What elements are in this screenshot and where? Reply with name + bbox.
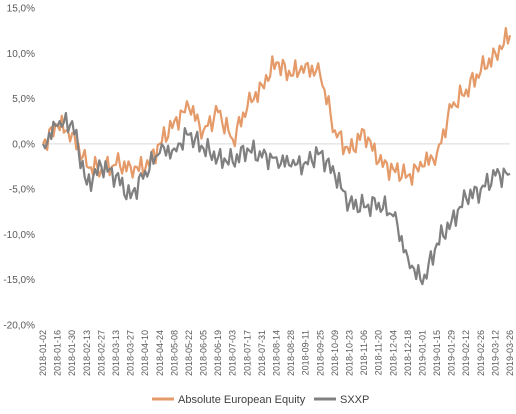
x-tick-label: 2018-06-19 <box>213 330 223 376</box>
x-tick-label: 2019-02-26 <box>476 330 486 376</box>
x-tick-label: 2018-05-22 <box>184 330 194 376</box>
x-tick-label: 2019-01-15 <box>432 330 442 376</box>
legend: Absolute European Equity SXXP <box>152 394 369 406</box>
y-tick-label: 15,0% <box>7 4 35 15</box>
series-line-absolute-european-equity <box>42 26 512 186</box>
x-tick-label: 2018-05-08 <box>169 330 179 376</box>
x-tick-label: 2018-07-03 <box>228 330 238 376</box>
y-tick-label: -5,0% <box>9 185 35 196</box>
x-tick-label: 2018-11-20 <box>374 330 384 375</box>
x-tick-label: 2018-12-18 <box>403 330 413 376</box>
x-tick-label: 2018-03-13 <box>111 330 121 376</box>
x-tick-label: 2018-12-04 <box>388 330 398 376</box>
x-tick-label: 2018-11-06 <box>359 330 369 375</box>
x-tick-label: 2018-08-14 <box>272 330 282 376</box>
x-tick-label: 2018-04-10 <box>140 330 150 376</box>
y-tick-label: 0,0% <box>12 139 35 150</box>
y-tick-label: -20,0% <box>3 321 35 332</box>
x-tick-label: 2018-09-25 <box>315 330 325 376</box>
x-tick-label: 2018-01-30 <box>67 330 77 376</box>
series-line-sxxp <box>42 111 511 286</box>
x-tick-label: 2019-03-12 <box>490 330 500 376</box>
y-tick-label: -10,0% <box>3 230 35 241</box>
x-tick-label: 2018-06-05 <box>199 330 209 376</box>
y-tick-label: 5,0% <box>12 94 35 105</box>
x-tick-label: 2018-01-16 <box>53 330 63 376</box>
x-tick-label: 2019-01-01 <box>417 330 427 376</box>
x-tick-label: 2018-07-17 <box>242 330 252 376</box>
legend-label: Absolute European Equity <box>178 394 306 406</box>
y-tick-label: -15,0% <box>3 275 35 286</box>
x-tick-label: 2019-02-12 <box>461 330 471 376</box>
series-layer <box>42 26 512 286</box>
x-axis: 2018-01-02 2018-01-16 2018-01-30 2018-02-13… <box>38 330 515 376</box>
x-tick-label: 2018-08-28 <box>286 330 296 376</box>
x-tick-label: 2018-09-11 <box>301 330 311 375</box>
x-tick-label: 2018-07-31 <box>257 330 267 376</box>
x-tick-label: 2018-10-23 <box>344 330 354 376</box>
legend-label: SXXP <box>340 394 369 406</box>
x-tick-label: 2018-03-27 <box>126 330 136 376</box>
x-tick-label: 2018-04-24 <box>155 330 165 376</box>
y-axis: 15,0% 10,0% 5,0% 0,0% -5,0% -10,0% -15,0% -20,0… <box>3 4 35 332</box>
x-tick-label: 2018-02-13 <box>82 330 92 376</box>
y-tick-label: 10,0% <box>7 49 35 60</box>
x-tick-label: 2018-02-27 <box>96 330 106 376</box>
x-tick-label: 2018-01-02 <box>38 330 48 376</box>
x-tick-label: 2019-03-26 <box>505 330 515 376</box>
x-tick-label: 2019-01-29 <box>447 330 457 376</box>
x-tick-label: 2018-10-09 <box>330 330 340 376</box>
